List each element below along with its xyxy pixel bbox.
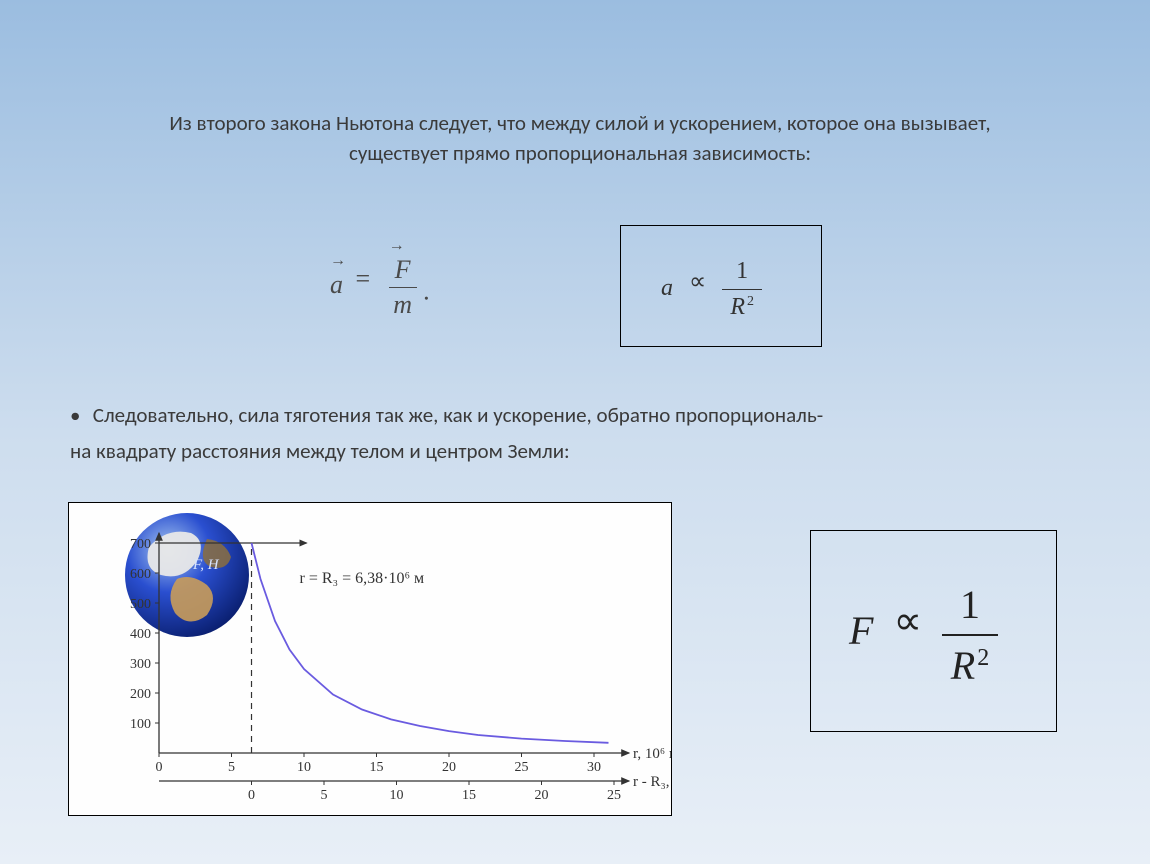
svg-text:100: 100 [130,717,151,732]
svg-text:10: 10 [297,760,311,775]
svg-text:500: 500 [130,597,151,612]
svg-text:600: 600 [130,567,151,582]
mass-m: m [389,288,417,320]
formula-box-force-inverse-sq: F ∝ 1 R2 [810,530,1057,732]
denominator-R2: R2 [722,290,762,321]
equals-sign: = [356,264,371,293]
svg-text:10: 10 [390,788,404,803]
svg-text:5: 5 [228,760,235,775]
svg-text:F, H: F, H [192,557,220,573]
para2-line1: Следовательно, сила тяготения так же, ка… [93,402,823,428]
svg-text:5: 5 [321,788,328,803]
paragraph-intro: Из второго закона Ньютона следует, что м… [140,108,1020,169]
numerator-1: 1 [722,258,762,290]
formula-box-accel-inverse-sq: a ∝ 1 R2 [620,225,822,347]
bullet-icon: • [70,398,88,434]
formula-F-prop-1-r2: F ∝ 1 R2 [849,581,998,689]
period: . [423,276,430,305]
svg-text:30: 30 [587,760,601,775]
numerator-1: 1 [942,581,998,636]
svg-text:700: 700 [130,537,151,552]
propto-symbol: ∝ [893,598,922,643]
formula-a-prop-1-r2: a ∝ 1 R2 [661,258,762,321]
denominator-R2: R2 [942,636,998,689]
svg-text:r, 10⁶ м: r, 10⁶ м [633,746,671,762]
svg-text:r = R₃ = 6,38·10⁶ м: r = R₃ = 6,38·10⁶ м [300,570,425,587]
vector-F: F [389,255,417,288]
svg-text:400: 400 [130,627,151,642]
formula-newton-second-law: a = F m . [330,255,430,320]
gravity-chart: F, H100200300400500600700051015202530r, … [69,503,671,815]
svg-text:200: 200 [130,687,151,702]
paragraph-consequence: • Следовательно, сила тяготения так же, … [70,398,1070,469]
svg-text:15: 15 [370,760,384,775]
slide: Из второго закона Ньютона следует, что м… [0,0,1150,864]
svg-text:300: 300 [130,657,151,672]
svg-text:15: 15 [462,788,476,803]
para2-line2: на квадрату расстояния между телом и цен… [70,438,570,464]
propto-symbol: ∝ [689,269,706,295]
formula-row: a = F m . a ∝ 1 R2 [0,225,1150,355]
svg-text:20: 20 [535,788,549,803]
svg-text:r - R₃, 10⁶ м: r - R₃, 10⁶ м [633,774,671,790]
svg-text:20: 20 [442,760,456,775]
svg-text:0: 0 [156,760,163,775]
symbol-a: a [661,275,673,301]
symbol-F: F [849,608,873,653]
svg-text:25: 25 [607,788,621,803]
gravity-chart-box: F, H100200300400500600700051015202530r, … [68,502,672,816]
svg-text:0: 0 [248,788,255,803]
vector-a: a [330,270,343,300]
svg-text:25: 25 [515,760,529,775]
